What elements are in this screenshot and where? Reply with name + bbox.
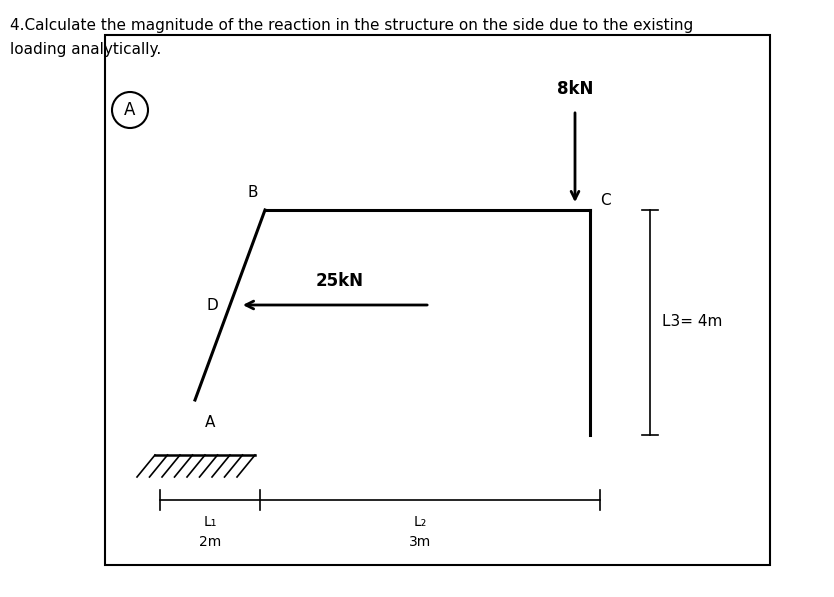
- Text: loading analytically.: loading analytically.: [10, 42, 161, 57]
- Text: L₂: L₂: [414, 515, 427, 529]
- Text: D: D: [206, 297, 218, 312]
- Text: C: C: [600, 193, 610, 208]
- Text: A: A: [124, 101, 136, 119]
- Text: 25kN: 25kN: [316, 272, 364, 290]
- Text: L3= 4m: L3= 4m: [662, 315, 722, 330]
- Text: 2m: 2m: [198, 535, 221, 549]
- Text: A: A: [205, 415, 215, 430]
- Text: 3m: 3m: [409, 535, 431, 549]
- Text: B: B: [248, 185, 258, 200]
- Text: 8kN: 8kN: [557, 80, 593, 98]
- Text: L₁: L₁: [203, 515, 217, 529]
- Bar: [105, 35, 770, 565]
- Text: 4.Calculate the magnitude of the reaction in the structure on the side due to th: 4.Calculate the magnitude of the reactio…: [10, 18, 693, 33]
